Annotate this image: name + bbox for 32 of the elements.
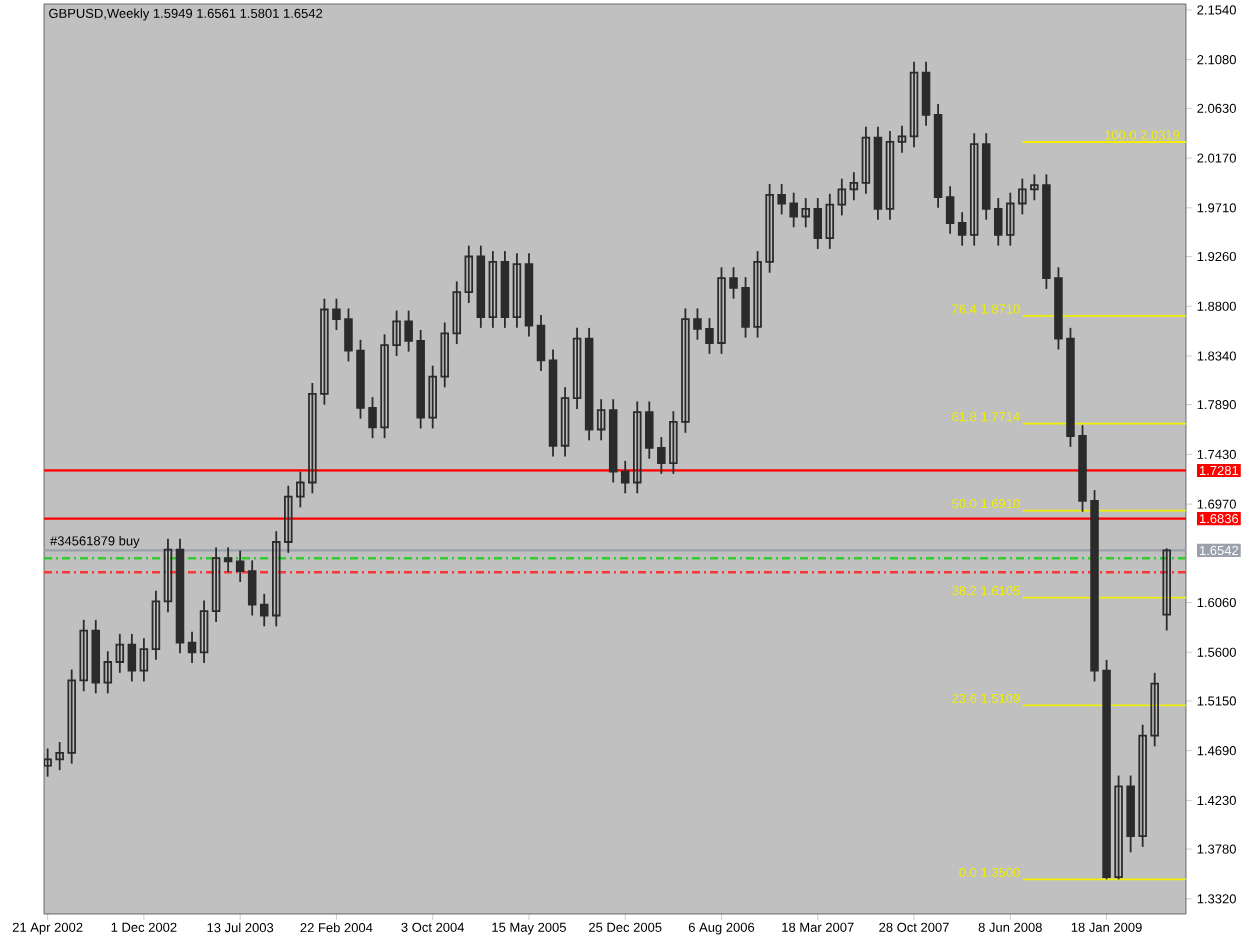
candlestick <box>861 125 871 195</box>
candlestick <box>211 546 221 623</box>
candlestick <box>572 326 582 410</box>
candlestick <box>139 637 149 683</box>
candlestick <box>223 546 233 574</box>
candlestick <box>1162 547 1171 632</box>
candlestick <box>259 592 269 628</box>
candlestick <box>512 252 522 329</box>
candlestick <box>536 313 546 373</box>
candlestick <box>127 633 137 683</box>
candlestick <box>909 60 919 149</box>
candlestick <box>488 250 498 329</box>
candlestick <box>103 650 113 695</box>
candlestick <box>885 130 895 221</box>
candlestick <box>957 211 967 247</box>
candlestick <box>464 244 474 304</box>
candlestick <box>825 192 835 250</box>
candlestick <box>921 60 931 127</box>
candlestick <box>199 599 209 664</box>
candlestick <box>247 559 257 617</box>
candlestick <box>945 185 955 235</box>
candlestick <box>560 386 570 458</box>
candlestick <box>115 633 125 674</box>
candlestick <box>969 132 979 247</box>
candlestick <box>897 124 907 154</box>
candlestick <box>163 537 173 614</box>
candlestick <box>596 398 606 442</box>
candlestick <box>837 177 847 217</box>
candlestick <box>235 549 245 583</box>
candlestick <box>151 589 161 661</box>
candlestick <box>849 171 859 202</box>
candlestick <box>187 630 197 664</box>
